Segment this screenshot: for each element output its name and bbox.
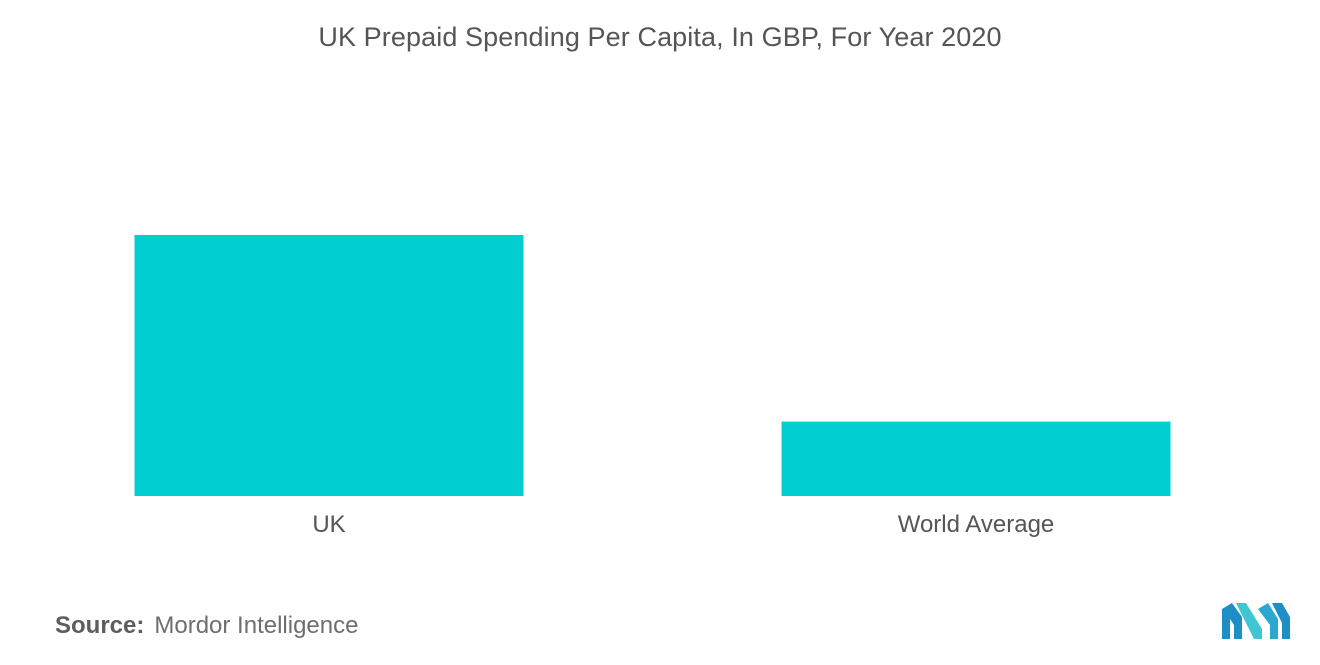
category-label-world-average: World Average — [898, 511, 1055, 538]
category-label-uk: UK — [312, 511, 345, 538]
source-text: Mordor Intelligence — [154, 612, 359, 639]
source-note: Source: Mordor Intelligence — [55, 612, 358, 640]
category-labels: UK World Average — [312, 511, 1054, 538]
bar-world-average — [781, 421, 1171, 496]
bars-group — [134, 235, 1171, 496]
source-label: Source: — [55, 612, 145, 639]
bar-uk — [134, 235, 524, 496]
mordor-intelligence-logo-icon — [1222, 603, 1290, 639]
chart-title: UK Prepaid Spending Per Capita, In GBP, … — [318, 22, 1002, 52]
